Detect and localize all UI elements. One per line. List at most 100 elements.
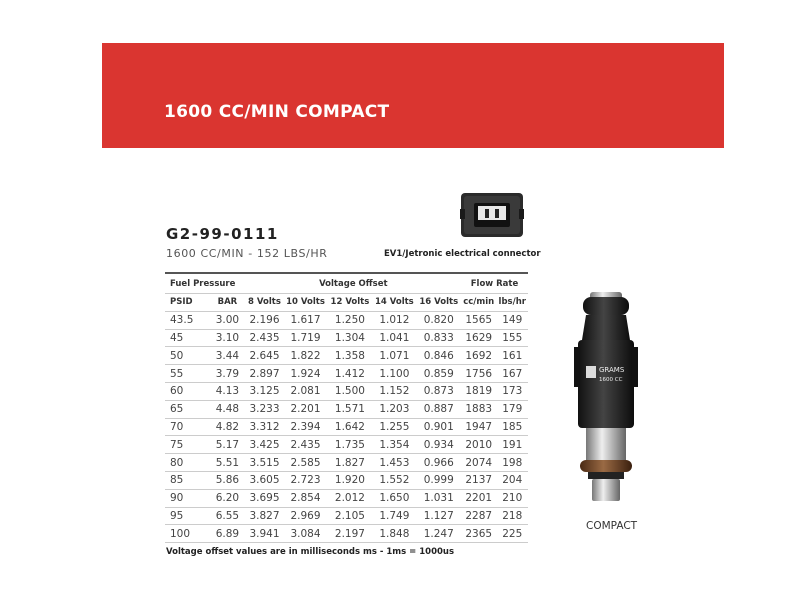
table-cell: 2.585 [283,453,328,472]
table-cell: 3.695 [245,489,284,508]
table-cell: 1.255 [372,418,417,437]
table-cell: 1.500 [327,382,373,401]
table-row: 70 4.82 3.312 2.394 1.642 1.255 0.901 1947 185 [165,418,528,437]
table-cell: 1.100 [372,364,417,383]
table-cell: 3.10 [209,329,246,348]
table-cell: 4.82 [209,418,246,437]
column-header: 8 Volts [245,293,284,312]
table-cell: 0.901 [416,418,461,437]
table-cell: 3.605 [245,471,284,490]
table-cell: 1.304 [327,329,373,348]
table-cell: 198 [496,453,528,472]
table-cell: 85 [165,471,210,490]
group-voltage-offset: Voltage Offset [245,273,461,294]
table-cell: 204 [496,471,528,490]
table-cell: 2.969 [283,507,328,526]
column-header: 12 Volts [327,293,373,312]
column-header: lbs/hr [496,293,528,312]
title-banner: 1600 CC/MIN COMPACT [102,43,724,148]
table-cell: 1.071 [372,346,417,366]
table-cell: 1.924 [283,364,328,383]
table-cell: 2010 [460,435,497,455]
image-caption: COMPACT [586,520,638,532]
table-cell: 1692 [460,346,497,366]
table-cell: 3.79 [209,364,246,383]
footnote: Voltage offset values are in millisecond… [166,547,455,557]
table-row: 60 4.13 3.125 2.081 1.500 1.152 0.873 1819 173 [165,382,528,401]
table-cell: 2.435 [245,329,284,348]
table-cell: 95 [165,507,210,526]
table-cell: 3.941 [245,524,284,544]
table-cell: 0.934 [416,435,461,455]
table-cell: 173 [496,382,528,401]
table-cell: 0.966 [416,453,461,472]
table-cell: 2.012 [327,489,373,508]
table-cell: 2137 [460,471,497,490]
table-row: 90 6.20 3.695 2.854 2.012 1.650 1.031 2201 210 [165,489,528,508]
table-cell: 2.723 [283,471,328,490]
table-cell: 1.650 [372,489,417,508]
column-header: 14 Volts [372,293,417,312]
table-row: 95 6.55 3.827 2.969 2.105 1.749 1.127 2287 218 [165,507,528,526]
table-cell: 1.203 [372,400,417,419]
table-cell: 3.44 [209,346,246,366]
injector-brand: GRAMS [599,366,625,374]
group-header-row: Fuel Pressure Voltage Offset Flow Rate [165,273,528,294]
column-header: cc/min [460,293,497,312]
table-cell: 1.735 [327,435,373,455]
table-cell: 1.412 [327,364,373,383]
table-cell: 3.425 [245,435,284,455]
table-cell: 45 [165,329,210,348]
table-cell: 0.887 [416,400,461,419]
table-cell: 2.201 [283,400,328,419]
table-cell: 1883 [460,400,497,419]
flow-subtitle: 1600 CC/MIN - 152 LBS/HR [166,247,328,260]
table-cell: 218 [496,507,528,526]
table-cell: 100 [165,524,210,544]
table-cell: 1.848 [372,524,417,544]
group-fuel-pressure: Fuel Pressure [165,273,246,294]
injector-image: GRAMS 1600 CC [574,292,638,501]
table-row: 80 5.51 3.515 2.585 1.827 1.453 0.966 2074 198 [165,453,528,472]
table-cell: 1.354 [372,435,417,455]
table-cell: 43.5 [165,311,210,330]
table-cell: 2.196 [245,311,284,330]
table-cell: 185 [496,418,528,437]
table-cell: 2365 [460,524,497,544]
table-cell: 167 [496,364,528,383]
table-cell: 1.041 [372,329,417,348]
table-cell: 2287 [460,507,497,526]
table-cell: 5.51 [209,453,246,472]
table-cell: 5.17 [209,435,246,455]
column-header: 10 Volts [283,293,328,312]
table-cell: 161 [496,346,528,366]
column-header: PSID [165,293,210,312]
table-cell: 1.453 [372,453,417,472]
table-cell: 1756 [460,364,497,383]
table-cell: 1.012 [372,311,417,330]
table-cell: 179 [496,400,528,419]
table-cell: 1.642 [327,418,373,437]
table-cell: 90 [165,489,210,508]
table-cell: 0.999 [416,471,461,490]
table-cell: 4.48 [209,400,246,419]
table-cell: 0.820 [416,311,461,330]
connector-icon [460,193,524,237]
banner-title: 1600 CC/MIN COMPACT [164,102,390,122]
table-cell: 2.081 [283,382,328,401]
table-cell: 2.105 [327,507,373,526]
column-header: BAR [209,293,246,312]
table-row: 45 3.10 2.435 1.719 1.304 1.041 0.833 1629 155 [165,329,528,348]
table-cell: 3.515 [245,453,284,472]
table-cell: 3.00 [209,311,246,330]
table-cell: 5.86 [209,471,246,490]
table-cell: 1819 [460,382,497,401]
table-cell: 225 [496,524,528,544]
table-cell: 2201 [460,489,497,508]
table-cell: 1.617 [283,311,328,330]
table-cell: 6.89 [209,524,246,544]
table-cell: 149 [496,311,528,330]
table-cell: 1.152 [372,382,417,401]
table-cell: 191 [496,435,528,455]
table-cell: 0.833 [416,329,461,348]
